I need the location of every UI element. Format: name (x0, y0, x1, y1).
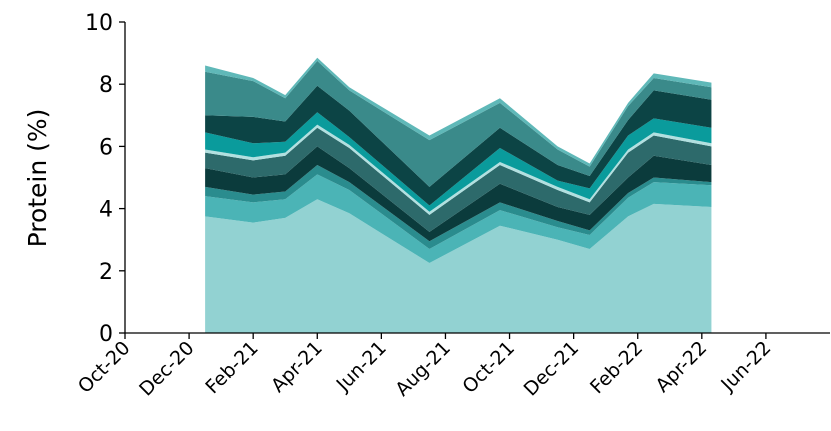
x-tick-label: Oct-21 (458, 337, 519, 398)
y-tick-label: 4 (99, 198, 113, 223)
y-tick-label: 2 (99, 260, 113, 285)
area (205, 174, 712, 264)
area (205, 199, 712, 333)
area (205, 165, 712, 250)
x-tick-label: Dec-21 (520, 337, 584, 401)
y-tick-label: 6 (99, 135, 113, 160)
x-tick-label: Apr-21 (267, 337, 327, 397)
x-tick-label: Jun-22 (716, 337, 775, 396)
area (205, 127, 712, 232)
y-tick-label: 10 (85, 11, 113, 36)
area (205, 112, 712, 212)
x-tick-label: Feb-21 (201, 337, 262, 398)
y-tick-label: 0 (99, 322, 113, 347)
area (205, 146, 712, 242)
x-tick-label: Jun-21 (332, 337, 391, 396)
y-axis-label: Protein (%) (23, 109, 52, 248)
x-tick-label: Feb-22 (586, 337, 647, 398)
x-tick-label: Aug-21 (391, 337, 455, 401)
x-tick-label: Apr-22 (651, 337, 711, 397)
x-tick-label: Dec-20 (135, 337, 199, 401)
area (205, 60, 712, 187)
y-tick-label: 8 (99, 73, 113, 98)
area (205, 85, 712, 206)
